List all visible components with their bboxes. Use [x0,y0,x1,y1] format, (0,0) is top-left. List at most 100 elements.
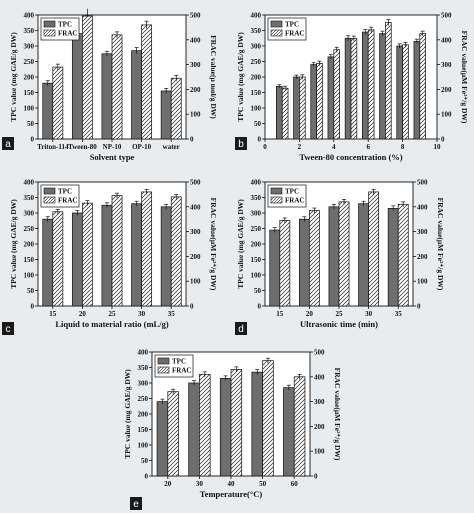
left-tick-label: 50 [27,120,35,128]
right-tick-label: 300 [190,61,201,69]
x-tick-label: 30 [365,310,373,318]
tpc-bar [283,387,295,477]
frac-bar [167,391,179,477]
left-tick-label: 200 [24,74,35,82]
legend-swatch-tpc [270,187,283,195]
left-tick-label: 150 [138,426,149,434]
tpc-bar [327,56,335,140]
frac-bar [402,44,409,140]
tpc-bar [328,206,340,307]
right-tick-label: 100 [441,111,452,119]
left-tick-label: 150 [251,89,262,97]
right-tick-label: 0 [441,136,445,144]
legend-label-tpc: TPC [58,21,72,29]
x-tick-label: 35 [395,310,403,318]
panel-letter-box [2,137,14,150]
right-tick-label: 100 [417,278,428,286]
left-tick-label: 100 [251,105,262,113]
left-tick-label: 250 [138,395,149,403]
frac-bar [111,195,123,307]
frac-bar [230,369,243,477]
tpc-bar [219,378,232,477]
left-tick-label: 300 [24,210,35,218]
frac-bar [199,373,211,477]
x-tick-label: 6 [366,143,370,151]
x-axis-label: Temperature(°C) [200,489,263,499]
panel-letter-box [235,322,247,335]
frac-bar [141,24,153,140]
x-axis-label: Solvent type [90,152,135,162]
frac-bar [368,191,380,307]
tpc-bar [293,76,300,140]
left-tick-label: 150 [24,256,35,264]
panel-letter: e [133,499,139,510]
left-tick-label: 350 [251,194,262,202]
legend-swatch-tpc [270,20,283,28]
x-tick-label: NP-10 [103,143,122,151]
frac-bar [141,191,153,307]
panel-letter: d [238,324,244,335]
x-tick-label: 40 [228,480,236,488]
left-axis-label: TPC value (mg GAE/g DW) [9,199,18,289]
frac-bar [281,87,289,140]
left-axis-label: TPC value (mg GAE/g DW) [236,32,245,122]
x-tick-label: 30 [196,480,204,488]
left-tick-label: 350 [24,194,35,202]
right-axis-label: FRAC value(μM Fe²⁺/g DW) [333,368,342,461]
x-tick-label: 20 [164,480,172,488]
tpc-bar [413,40,421,140]
frac-bar [279,220,291,307]
legend-label-frac: FRAC [58,30,77,38]
right-tick-label: 200 [441,86,452,94]
left-tick-label: 350 [251,27,262,35]
frac-bar [309,210,320,307]
frac-bar [262,360,274,477]
tpc-bar [101,204,113,307]
x-axis-label: Liquid to material ratio (mL/g) [55,319,168,329]
x-tick-label: 10 [434,143,442,151]
left-tick-label: 0 [258,136,262,144]
left-tick-label: 0 [31,136,35,144]
right-tick-label: 100 [314,448,325,456]
x-tick-label: 15 [276,310,284,318]
x-tick-label: 2 [298,143,302,151]
left-tick-label: 200 [251,241,262,249]
right-axis-label: FRAC value(μM Fe²⁺/g DW) [209,198,218,291]
frac-bar [82,202,93,307]
right-tick-label: 500 [417,179,428,187]
chart-panel-d: 0 50 100 150 200 250 300 350 400 0 100 200 300 400 500… [235,179,445,335]
right-tick-label: 200 [190,253,201,261]
left-tick-label: 0 [31,303,35,311]
x-tick-label: OP-10 [132,143,152,151]
chart-panel-e: 0 50 100 150 200 250 300 350 400 0 100 200 300 400 500… [123,349,342,510]
frac-bar [111,34,123,140]
tpc-bar [379,33,386,140]
right-tick-label: 500 [314,349,325,357]
x-tick-label: 15 [49,310,57,318]
left-tick-label: 400 [24,179,35,187]
left-tick-label: 50 [27,287,35,295]
frac-bar [350,38,358,140]
tpc-bar [298,218,310,307]
right-tick-label: 300 [417,228,428,236]
frac-bar [170,196,182,307]
left-tick-label: 50 [254,287,262,295]
frac-bar [316,63,323,140]
right-tick-label: 0 [190,303,194,311]
left-tick-label: 150 [24,89,35,97]
right-tick-label: 200 [314,423,325,431]
tpc-bar [362,31,369,140]
tpc-bar [344,37,352,140]
legend-swatch-tpc [43,187,56,195]
right-tick-label: 200 [417,253,428,261]
legend-swatch-tpc [157,357,170,365]
tpc-bar [160,206,172,307]
x-tick-label: 35 [168,310,176,318]
left-tick-label: 0 [145,473,149,481]
left-tick-label: 200 [251,74,262,82]
frac-bar [293,376,306,477]
legend-label-frac: FRAC [58,197,77,205]
